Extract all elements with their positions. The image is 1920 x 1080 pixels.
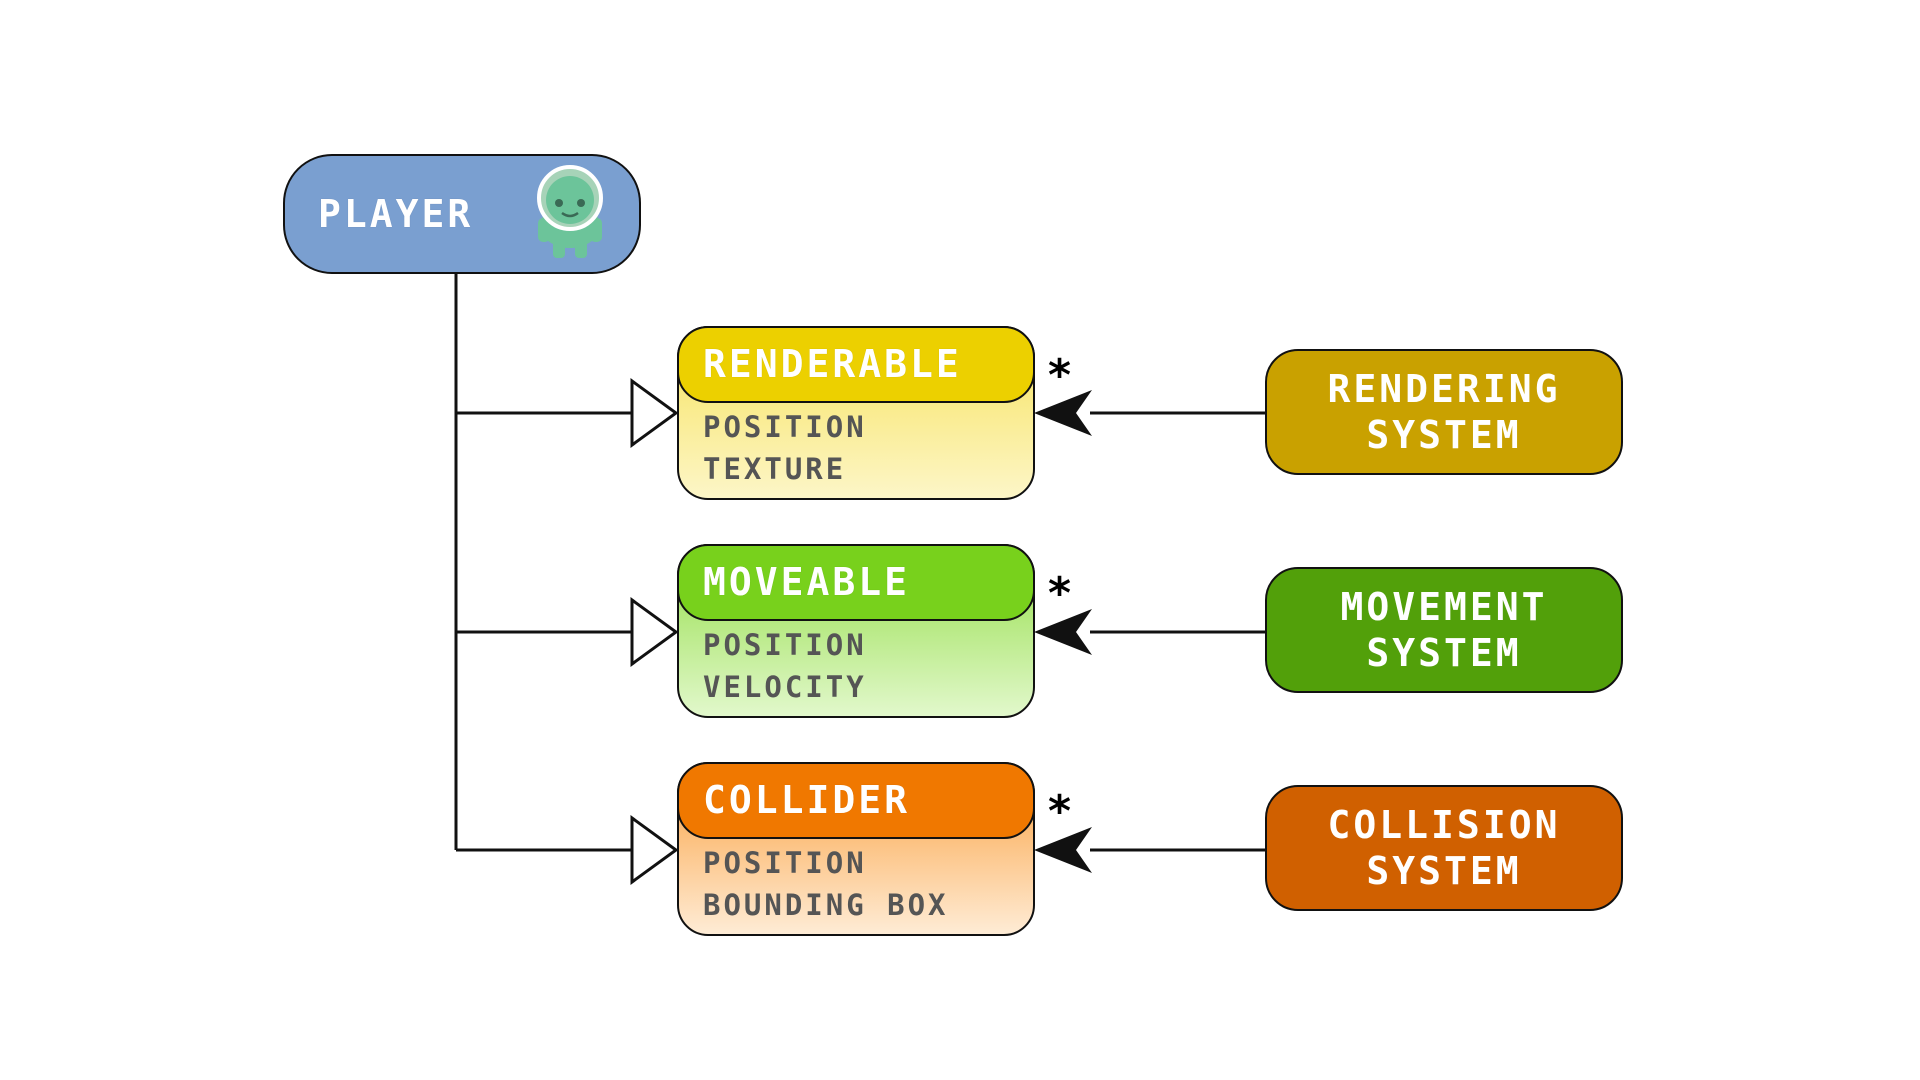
component-renderable[interactable]	[677, 326, 1035, 500]
inheritance-connectors	[454, 273, 632, 852]
system-collision[interactable]	[1265, 785, 1623, 911]
component-header	[677, 762, 1035, 839]
system-connectors	[1090, 411, 1266, 852]
association-arrowhead	[1034, 390, 1092, 436]
alien-astronaut-icon	[537, 165, 603, 258]
inheritance-arrowhead	[630, 378, 679, 448]
system-rendering[interactable]	[1265, 349, 1623, 475]
inheritance-arrowhead	[630, 597, 679, 667]
association-arrowhead	[1034, 609, 1092, 655]
system-movement[interactable]	[1265, 567, 1623, 693]
inheritance-arrowhead	[630, 815, 679, 885]
association-arrowhead	[1034, 827, 1092, 873]
component-moveable[interactable]	[677, 544, 1035, 718]
component-header	[677, 544, 1035, 621]
component-header	[677, 326, 1035, 403]
component-collider[interactable]	[677, 762, 1035, 936]
